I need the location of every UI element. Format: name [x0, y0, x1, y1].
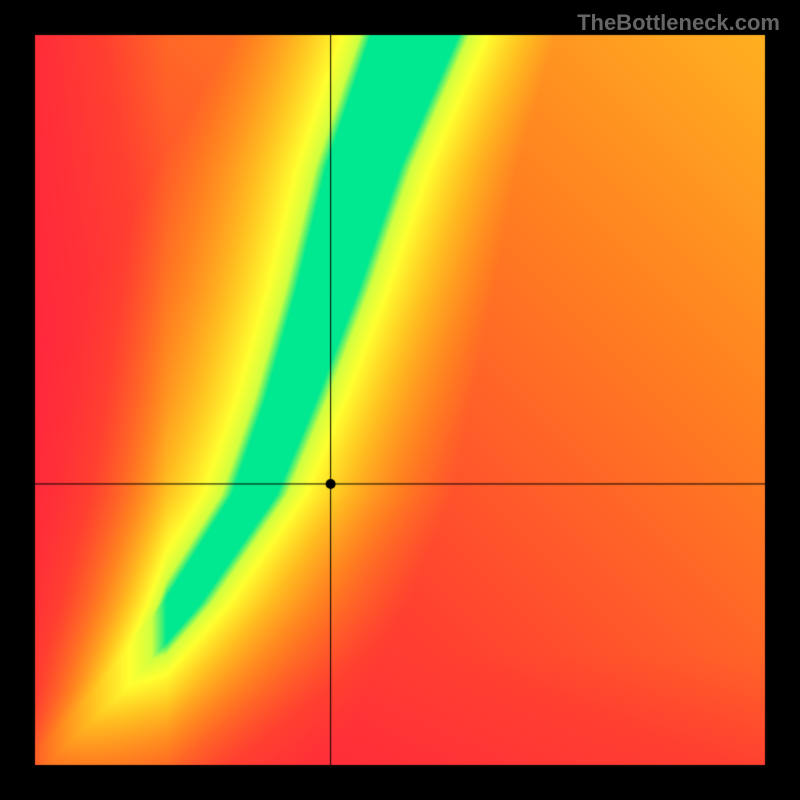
watermark-text: TheBottleneck.com — [577, 10, 780, 36]
chart-container: TheBottleneck.com — [0, 0, 800, 800]
heatmap-canvas — [0, 0, 800, 800]
